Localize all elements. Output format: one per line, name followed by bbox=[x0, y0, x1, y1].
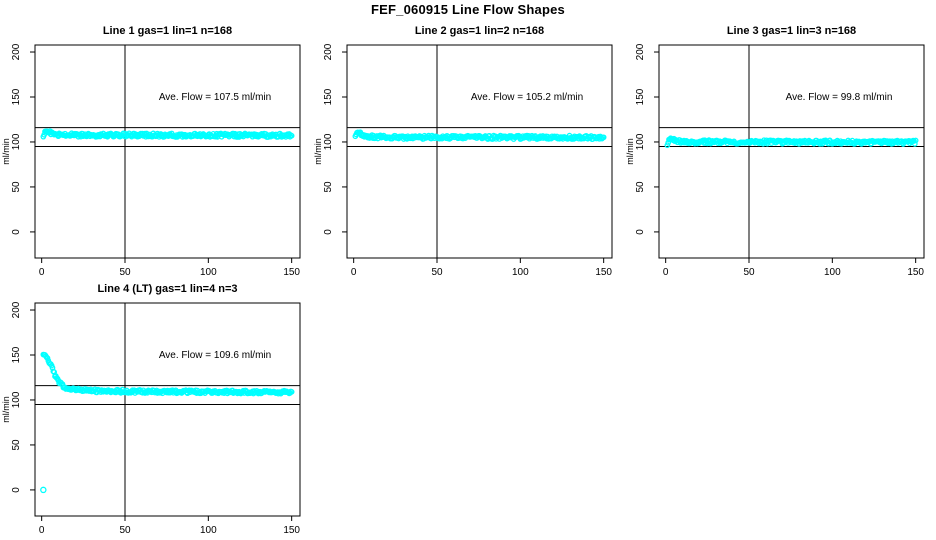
ave-flow-annotation: Ave. Flow = 105.2 ml/min bbox=[471, 92, 583, 103]
y-tick-label: 100 bbox=[635, 133, 646, 150]
plot-box bbox=[346, 44, 613, 259]
y-tick-label: 150 bbox=[323, 88, 334, 105]
y-tick-label: 50 bbox=[11, 181, 22, 193]
x-tick-label: 50 bbox=[119, 525, 131, 536]
data-points bbox=[664, 135, 919, 149]
y-axis-label: ml/min bbox=[1, 396, 11, 423]
figure-title: FEF_060915 Line Flow Shapes bbox=[371, 2, 565, 17]
y-tick-label: 0 bbox=[11, 487, 22, 493]
x-tick-label: 150 bbox=[595, 267, 612, 278]
subplot-2: Line 2 gas=1 lin=2 n=168 0 50 100 150 200 ml/m… bbox=[313, 25, 613, 278]
x-tick-label: 100 bbox=[824, 267, 841, 278]
ave-flow-annotation: Ave. Flow = 107.5 ml/min bbox=[159, 92, 271, 103]
x-tick-label: 100 bbox=[200, 525, 217, 536]
plot-box bbox=[658, 44, 925, 259]
y-tick-label: 150 bbox=[11, 346, 22, 363]
subplot-title: Line 1 gas=1 lin=1 n=168 bbox=[103, 25, 232, 37]
y-tick-label: 150 bbox=[11, 88, 22, 105]
x-tick-label: 100 bbox=[512, 267, 529, 278]
subplot-4: Line 4 (LT) gas=1 lin=4 n=3 0 50 100 150 200 m… bbox=[1, 283, 301, 536]
plot-box bbox=[34, 302, 301, 517]
subplot-3: Line 3 gas=1 lin=3 n=168 0 50 100 150 200 ml/m… bbox=[625, 25, 925, 278]
y-tick-label: 50 bbox=[323, 181, 334, 193]
x-tick-label: 150 bbox=[907, 267, 924, 278]
y-axis-label: ml/min bbox=[625, 138, 635, 165]
data-points bbox=[40, 128, 295, 140]
x-tick-label: 150 bbox=[283, 525, 300, 536]
x-tick-label: 50 bbox=[119, 267, 131, 278]
ave-flow-annotation: Ave. Flow = 99.8 ml/min bbox=[786, 92, 893, 103]
y-tick-label: 200 bbox=[11, 301, 22, 318]
x-tick-label: 0 bbox=[39, 267, 45, 278]
subplot-title: Line 2 gas=1 lin=2 n=168 bbox=[415, 25, 544, 37]
y-tick-label: 200 bbox=[635, 43, 646, 60]
subplot-title: Line 4 (LT) gas=1 lin=4 n=3 bbox=[97, 283, 237, 295]
y-tick-label: 100 bbox=[323, 133, 334, 150]
subplot-1: Line 1 gas=1 lin=1 n=168 0 50 100 150 200 ml/m… bbox=[1, 25, 301, 278]
data-points bbox=[40, 351, 295, 494]
plot-box bbox=[34, 44, 301, 259]
x-tick-label: 50 bbox=[743, 267, 755, 278]
y-tick-label: 0 bbox=[11, 229, 22, 235]
x-tick-label: 0 bbox=[351, 267, 357, 278]
x-tick-label: 50 bbox=[431, 267, 443, 278]
x-tick-label: 150 bbox=[283, 267, 300, 278]
outlier-point bbox=[40, 486, 47, 494]
y-tick-label: 150 bbox=[635, 88, 646, 105]
ave-flow-annotation: Ave. Flow = 109.6 ml/min bbox=[159, 350, 271, 361]
subplot-title: Line 3 gas=1 lin=3 n=168 bbox=[727, 25, 856, 37]
x-tick-label: 100 bbox=[200, 267, 217, 278]
y-axis-label: ml/min bbox=[1, 138, 11, 165]
y-tick-label: 50 bbox=[635, 181, 646, 193]
y-tick-label: 0 bbox=[323, 229, 334, 235]
y-tick-label: 200 bbox=[323, 43, 334, 60]
y-tick-label: 100 bbox=[11, 133, 22, 150]
y-tick-label: 100 bbox=[11, 391, 22, 408]
x-tick-label: 0 bbox=[663, 267, 669, 278]
y-axis-label: ml/min bbox=[313, 138, 323, 165]
y-tick-label: 50 bbox=[11, 439, 22, 451]
data-points bbox=[352, 129, 607, 142]
x-tick-label: 0 bbox=[39, 525, 45, 536]
y-tick-label: 200 bbox=[11, 43, 22, 60]
y-tick-label: 0 bbox=[635, 229, 646, 235]
